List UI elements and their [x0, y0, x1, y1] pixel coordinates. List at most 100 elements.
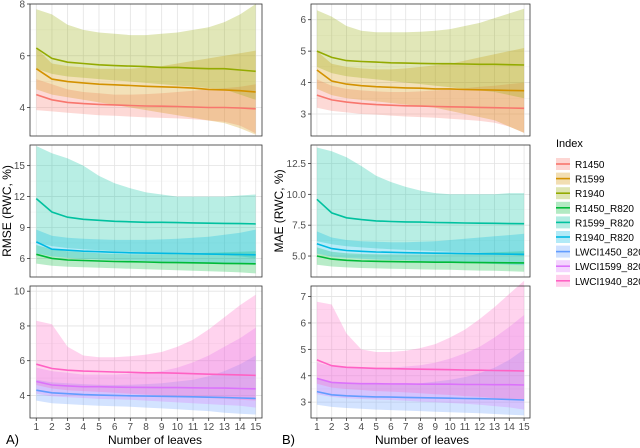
x-tick-label: 13: [489, 422, 501, 433]
legend-label: R1599_R820: [575, 218, 634, 229]
ribbon-R1940: [36, 4, 256, 100]
line-LWCI1450_820: [316, 390, 525, 401]
ribbon-R1940_R820: [36, 229, 256, 265]
line-R1450_R820: [316, 255, 525, 264]
legend-label: R1450: [575, 160, 605, 171]
ribbon-LWCI1599_820: [316, 315, 525, 410]
y-axis-title-b: MAE (RWC, %): [272, 169, 286, 252]
y-tick-label: 12.5: [287, 159, 307, 170]
legend-item-R1450_R820: R1450_R820: [556, 201, 634, 215]
x-tick-label: 14: [234, 422, 246, 433]
line-R1940_R820: [316, 242, 525, 256]
y-tick-label: 9: [19, 223, 25, 234]
y-tick-label: 6: [19, 254, 25, 265]
ribbon-R1599_R820: [316, 147, 525, 256]
y-tick-label: 4: [19, 391, 25, 402]
panel-border: [310, 3, 531, 137]
y-tick-label: 6: [300, 318, 306, 329]
legend-label: R1940_R820: [575, 233, 634, 244]
x-tick-label: 4: [81, 422, 87, 433]
panel-border: [29, 144, 263, 278]
x-tick-label: 1: [33, 422, 39, 433]
y-tick-label: 15: [14, 161, 26, 172]
legend-label: LWCI1450_820: [575, 248, 640, 259]
panel-border: [29, 3, 263, 137]
y-tick-label: 7: [300, 292, 306, 303]
x-tick-label: 9: [433, 422, 439, 433]
line-R1940: [316, 50, 525, 66]
line-LWCI1450_820: [36, 389, 256, 400]
x-tick-label: 11: [188, 422, 199, 433]
legend-item-LWCI1450_820: LWCI1450_820: [556, 245, 640, 259]
x-tick-label: 15: [250, 422, 262, 433]
panel-border: [310, 144, 531, 278]
legend-label: LWCI1599_820: [575, 262, 640, 273]
x-tick-label: 14: [504, 422, 516, 433]
y-tick-label: 7.5: [292, 221, 306, 232]
y-tick-label: 10.0: [287, 190, 307, 201]
x-tick-label: 12: [203, 422, 215, 433]
x-tick-label: 10: [445, 422, 457, 433]
line-R1450: [36, 93, 256, 110]
line-R1599_R820: [316, 198, 525, 225]
y-tick-label: 8: [19, 321, 25, 332]
legend-item-R1940: R1940: [556, 187, 605, 200]
y-tick-label: 6: [19, 51, 25, 62]
ribbon-LWCI1450_820: [36, 355, 256, 415]
x-tick-label: 7: [128, 422, 134, 433]
y-tick-label: 3: [300, 398, 306, 409]
ribbon-R1940: [316, 8, 525, 99]
x-tick-label: 13: [219, 422, 231, 433]
ribbon-R1599_R820: [36, 146, 256, 259]
line-R1450: [316, 94, 525, 110]
legend-item-LWCI1940_820: LWCI1940_820: [556, 274, 640, 288]
legend: Index R1450 R1599 R1940 R1450_R820 R1599_R82…: [556, 138, 640, 288]
y-tick-label: 5.0: [292, 252, 306, 263]
line-R1599_R820: [35, 197, 256, 225]
line-R1940_R820: [35, 241, 256, 256]
y-tick-label: 3: [300, 110, 306, 121]
ribbon-R1599: [316, 48, 525, 133]
x-tick-label: 6: [112, 422, 118, 433]
figure-labels: A) B) Number of leaves Number of leaves …: [0, 165, 469, 447]
legend-item-R1599_R820: R1599_R820: [556, 216, 634, 229]
panel-4: 5.0 7.5 10.0 12.5: [287, 144, 531, 278]
panel-3: 3 4 5 6: [300, 3, 531, 137]
line-R1450_R820: [36, 253, 256, 265]
x-tick-label: 5: [373, 422, 379, 433]
y-tick-label: 5: [300, 47, 306, 58]
x-tick-label: 12: [474, 422, 486, 433]
x-axis-title-a: Number of leaves: [108, 433, 202, 447]
x-tick-label: 10: [172, 422, 184, 433]
x-tick-label: 1: [314, 422, 320, 433]
y-tick-label: 6: [19, 356, 25, 367]
ribbon-R1940_R820: [316, 231, 525, 266]
ribbon-R1599: [36, 48, 256, 135]
x-tick-label: 3: [65, 422, 71, 433]
y-tick-label: 10: [14, 287, 26, 298]
legend-label: R1599: [575, 175, 605, 186]
panel-label-a: A): [6, 432, 19, 447]
x-tick-label: 15: [519, 422, 531, 433]
legend-item-LWCI1599_820: LWCI1599_820: [556, 260, 640, 273]
y-tick-label: 4: [300, 371, 306, 382]
y-tick-label: 4: [300, 78, 306, 89]
legend-title: Index: [556, 138, 583, 150]
line-LWCI1940_820: [36, 363, 256, 377]
y-tick-label: 4: [19, 103, 25, 114]
panel-0: 4 6 8: [19, 0, 263, 137]
line-LWCI1940_820: [316, 359, 525, 372]
legend-label: R1940: [575, 189, 605, 200]
y-tick-label: 6: [300, 15, 306, 26]
panel-label-b: B): [282, 432, 295, 447]
x-tick-label: 9: [159, 422, 165, 433]
x-tick-label: 8: [418, 422, 424, 433]
line-LWCI1599_820: [316, 377, 525, 386]
x-tick-label: 2: [329, 422, 335, 433]
line-R1940: [35, 47, 256, 73]
line-LWCI1599_820: [36, 380, 256, 390]
